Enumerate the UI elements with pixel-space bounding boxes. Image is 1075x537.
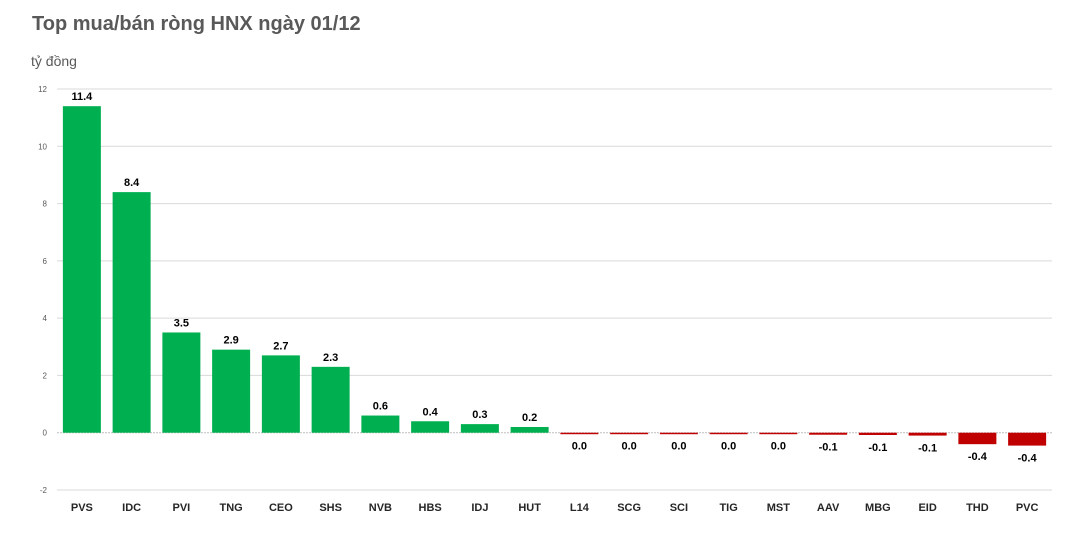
data-label: 3.5 [174, 317, 189, 329]
bar [361, 415, 400, 433]
x-tick-label: SHS [319, 502, 342, 514]
y-tick-label: 12 [38, 85, 47, 94]
x-tick-label: AAV [817, 502, 840, 514]
x-tick-label: PVC [1016, 502, 1039, 514]
bar [560, 432, 599, 435]
data-label: -0.4 [1018, 453, 1038, 465]
x-tick-label: L14 [570, 502, 590, 514]
bar [1008, 432, 1047, 446]
bar [958, 432, 997, 445]
y-tick-label: 10 [38, 142, 47, 151]
bar [709, 432, 748, 435]
bar [809, 432, 848, 435]
x-tick-label: TIG [719, 502, 737, 514]
data-label: 0.0 [771, 441, 786, 453]
bar [858, 432, 897, 436]
data-label: -0.1 [868, 442, 887, 454]
data-label: 2.3 [323, 352, 338, 364]
bar [162, 332, 201, 433]
data-label: 0.6 [373, 401, 388, 413]
bar [759, 432, 798, 435]
y-tick-label: -2 [40, 486, 48, 495]
bar [510, 426, 549, 433]
x-tick-label: NVB [369, 502, 392, 514]
y-tick-label: 0 [43, 429, 48, 438]
data-label: 0.3 [472, 409, 487, 421]
x-tick-label: SCI [670, 502, 688, 514]
bar [62, 106, 101, 433]
data-label: 2.7 [273, 340, 288, 352]
chart-title: Top mua/bán ròng HNX ngày 01/12 [32, 13, 361, 35]
data-label: -0.1 [819, 442, 838, 454]
x-tick-label: CEO [269, 502, 293, 514]
data-label: 8.4 [124, 177, 140, 189]
y-axis-unit-label: tỷ đồng [31, 53, 77, 69]
y-tick-label: 6 [43, 257, 48, 266]
data-label: -0.4 [968, 451, 988, 463]
data-label: 11.4 [71, 91, 93, 103]
bar [112, 192, 151, 433]
bar [261, 355, 300, 433]
bar [610, 432, 649, 435]
x-tick-label: SCG [617, 502, 641, 514]
bar [460, 424, 499, 433]
x-tick-label: PVS [71, 502, 93, 514]
x-tick-label: HBS [419, 502, 442, 514]
x-tick-label: IDC [122, 502, 141, 514]
x-tick-label: IDJ [471, 502, 488, 514]
x-tick-label: TNG [220, 502, 243, 514]
x-tick-label: MBG [865, 502, 891, 514]
bar [212, 349, 251, 433]
x-tick-label: PVI [173, 502, 191, 514]
x-tick-label: EID [918, 502, 936, 514]
data-label: 0.4 [422, 406, 438, 418]
bar [908, 432, 947, 436]
x-tick-label: THD [966, 502, 989, 514]
bar [659, 432, 698, 435]
data-label: 0.2 [522, 412, 537, 424]
y-tick-label: 8 [43, 200, 48, 209]
bar [411, 421, 450, 433]
bar [311, 366, 350, 433]
y-tick-label: 4 [43, 314, 48, 323]
data-label: -0.1 [918, 443, 937, 455]
y-tick-label: 2 [43, 371, 48, 380]
data-label: 0.0 [721, 441, 736, 453]
data-label: 0.0 [621, 441, 636, 453]
x-tick-label: MST [767, 502, 791, 514]
x-tick-label: HUT [518, 502, 541, 514]
data-label: 0.0 [572, 441, 587, 453]
data-label: 2.9 [223, 335, 238, 347]
data-label: 0.0 [671, 441, 686, 453]
